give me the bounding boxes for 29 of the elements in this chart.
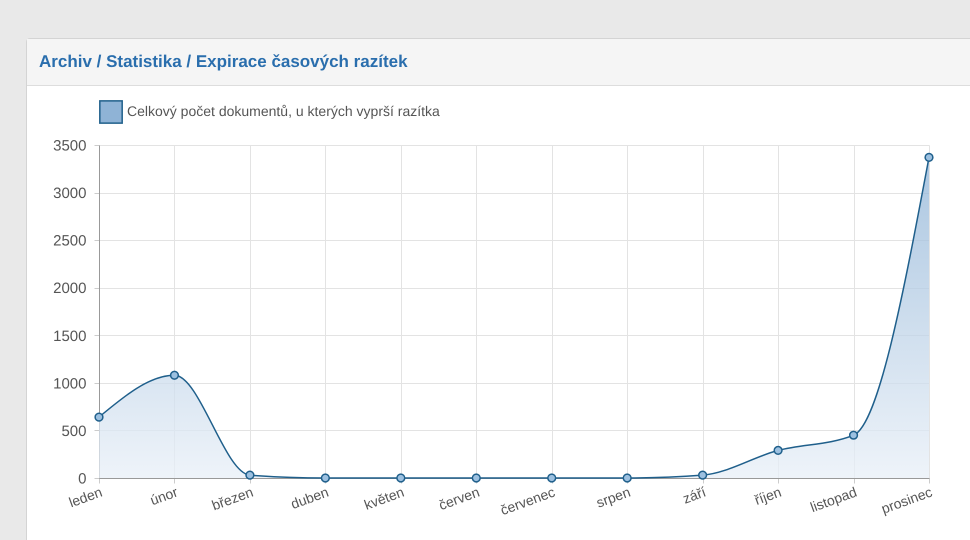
point (924, 152, 934, 162)
point (547, 473, 556, 483)
x-tick-label: březen (209, 484, 256, 514)
y-tick-label: 3000 (53, 185, 86, 202)
x-tick-label: únor (148, 484, 180, 508)
y-tick-label: 3500 (53, 138, 86, 154)
x-tick-label: květen (362, 484, 406, 513)
point (773, 446, 783, 456)
point (622, 473, 632, 483)
x-tick-label: červen (436, 484, 482, 514)
point (472, 473, 481, 483)
point (698, 470, 708, 480)
point (320, 473, 330, 483)
x-tick-label: srpen (594, 484, 632, 511)
point (245, 470, 255, 480)
point (848, 430, 858, 440)
legend-label: Celkový počet dokumentů, u kterých vyprší razítka (127, 103, 440, 119)
y-tick-label: 1000 (53, 375, 86, 392)
y-tick-label: 2500 (53, 232, 86, 250)
point (396, 473, 406, 483)
y-tick-label: 500 (61, 422, 86, 440)
y-tick-label: 1500 (53, 328, 86, 345)
y-tick-label: 2000 (53, 280, 86, 298)
point (94, 412, 104, 422)
chart-title: Archiv / Statistika / Expirace časových razítek (27, 39, 970, 86)
point (170, 370, 180, 380)
x-tick-label: září (680, 484, 708, 507)
x-tick-label: říjen (752, 484, 784, 508)
x-tick-label: duben (288, 484, 331, 512)
